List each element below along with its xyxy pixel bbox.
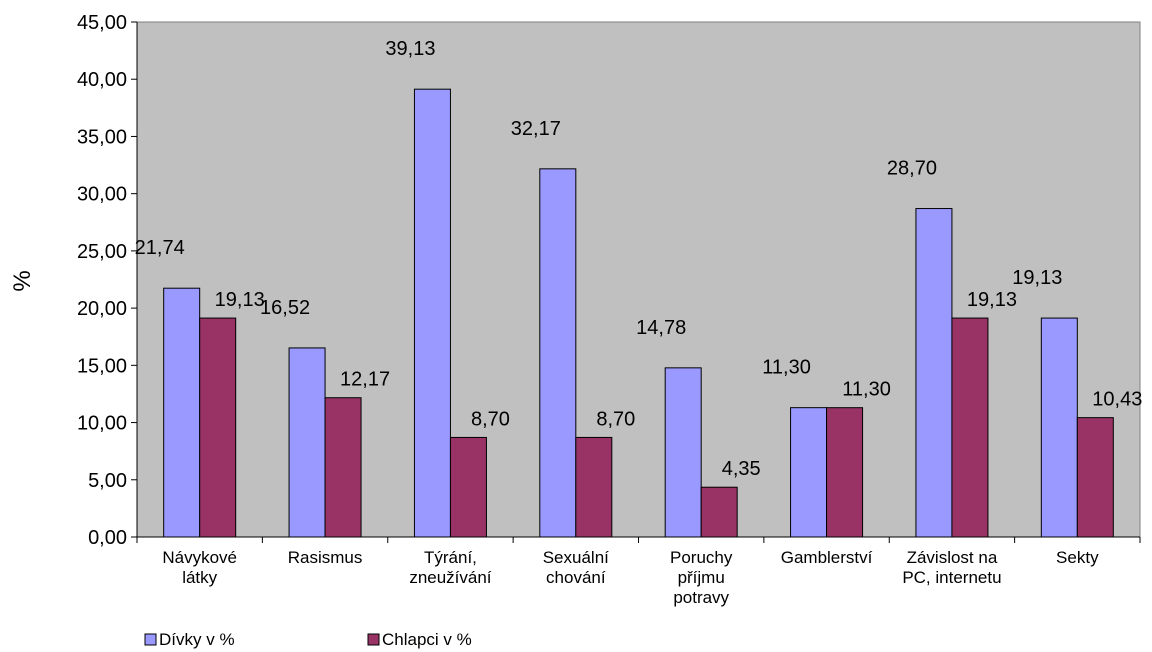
bar-divky bbox=[413, 88, 451, 538]
legend-swatch bbox=[144, 633, 157, 646]
bar-chlapci bbox=[199, 317, 237, 538]
data-label: 19,13 bbox=[1012, 267, 1062, 289]
y-axis-label: % bbox=[9, 270, 36, 291]
bar-divky bbox=[539, 168, 577, 538]
y-tick-label: 10,00 bbox=[77, 413, 127, 435]
bar-chlapci bbox=[826, 407, 864, 538]
bar-chlapci bbox=[700, 486, 738, 538]
x-tick-label: Rasismus bbox=[288, 548, 363, 567]
data-label: 12,17 bbox=[340, 369, 390, 391]
data-label: 8,70 bbox=[471, 408, 510, 430]
plot-area bbox=[136, 21, 1141, 538]
bar-divky bbox=[163, 287, 201, 538]
bar-divky bbox=[915, 208, 953, 538]
bar-divky bbox=[790, 407, 828, 538]
x-tick-label: Závislost na PC, internetu bbox=[902, 548, 1001, 587]
data-label: 28,70 bbox=[887, 158, 937, 180]
data-label: 21,74 bbox=[135, 237, 185, 259]
legend-label: Chlapci v % bbox=[382, 630, 472, 649]
data-label: 11,30 bbox=[762, 357, 811, 379]
bar-chlapci bbox=[449, 436, 487, 538]
x-tick-label: Týrání, zneužívání bbox=[409, 548, 491, 587]
bar-chlapci bbox=[1076, 417, 1114, 538]
data-label: 19,13 bbox=[967, 289, 1017, 311]
data-label: 8,70 bbox=[596, 408, 635, 430]
legend-label: Dívky v % bbox=[159, 630, 235, 649]
y-tick-label: 20,00 bbox=[77, 298, 127, 320]
bar-chlapci bbox=[575, 436, 613, 538]
x-tick-label: Gamblerství bbox=[781, 548, 873, 567]
y-tick-label: 35,00 bbox=[77, 126, 127, 148]
y-tick-label: 0,00 bbox=[88, 527, 127, 549]
bar-divky bbox=[1040, 317, 1078, 538]
bar-chlapci bbox=[951, 317, 989, 538]
y-tick-label: 25,00 bbox=[77, 241, 127, 263]
y-tick-label: 40,00 bbox=[77, 69, 127, 91]
x-tick-label: Návykové látky bbox=[162, 548, 237, 587]
y-tick-label: 30,00 bbox=[77, 184, 127, 206]
bar-chlapci bbox=[324, 397, 362, 538]
y-tick-label: 5,00 bbox=[88, 470, 127, 492]
data-label: 32,17 bbox=[511, 118, 561, 140]
data-label: 4,35 bbox=[722, 458, 761, 480]
data-label: 39,13 bbox=[385, 38, 435, 60]
data-label: 11,30 bbox=[842, 379, 891, 401]
data-label: 16,52 bbox=[260, 297, 310, 319]
legend-swatch bbox=[367, 633, 380, 646]
bar-divky bbox=[288, 347, 326, 538]
data-label: 19,13 bbox=[215, 289, 265, 311]
data-label: 10,43 bbox=[1092, 389, 1142, 411]
y-tick-label: 15,00 bbox=[77, 355, 127, 377]
y-tick-label: 45,00 bbox=[77, 12, 127, 34]
x-tick-label: Sexuální chování bbox=[543, 548, 609, 587]
x-tick-label: Poruchy příjmu potravy bbox=[670, 548, 733, 607]
bar-divky bbox=[664, 367, 702, 538]
data-label: 14,78 bbox=[636, 317, 686, 339]
x-tick-label: Sekty bbox=[1056, 548, 1099, 567]
